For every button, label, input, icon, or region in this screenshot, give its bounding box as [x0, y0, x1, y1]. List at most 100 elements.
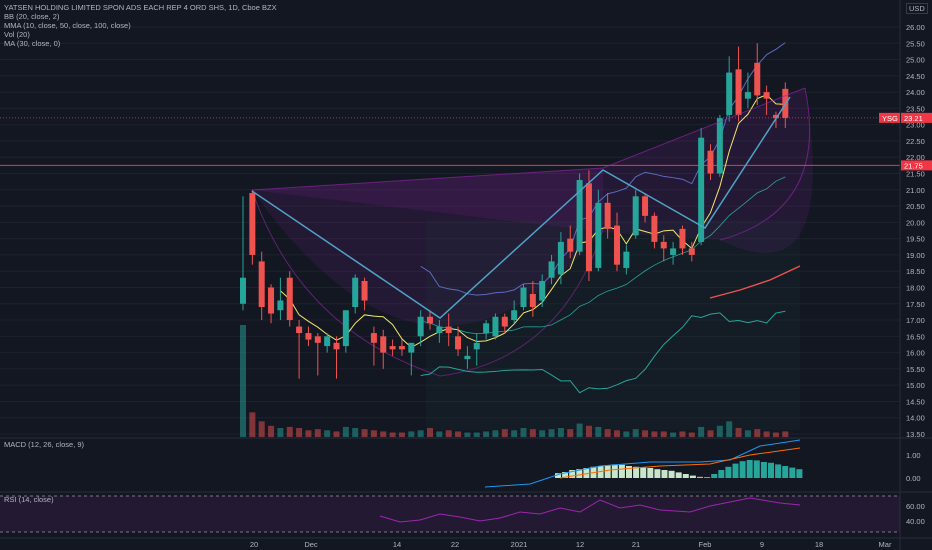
price-tick-label: 22.00	[906, 153, 925, 162]
price-axis[interactable]: 26.00 25.50 25.00 24.50 24.00 23.50 23.00 22.50…	[879, 0, 932, 550]
candle-body	[455, 336, 462, 350]
candle-body	[296, 326, 303, 334]
candle-body	[754, 62, 761, 96]
candle-body	[314, 336, 321, 343]
rsi-tick-label: 40.00	[906, 517, 925, 526]
macd-histogram-bar	[725, 466, 732, 478]
candle-body	[380, 336, 387, 353]
macd-histogram-bar	[782, 466, 789, 478]
price-tick-label: 21.50	[906, 170, 925, 179]
candle-body	[333, 342, 340, 350]
candle-body	[286, 277, 293, 321]
price-tick-label: 19.00	[906, 251, 925, 260]
volume-bar	[782, 431, 789, 437]
volume-bar	[492, 430, 499, 437]
long-moving-average-line	[709, 265, 801, 299]
volume-bar	[567, 429, 574, 437]
price-tick-label: 18.50	[906, 267, 925, 276]
volume-bar	[670, 432, 677, 437]
price-tick-label: 20.50	[906, 202, 925, 211]
time-tick-label: 18	[815, 540, 823, 549]
volume-bar	[501, 429, 508, 437]
macd-histogram-bar	[775, 464, 782, 478]
indicator-vol-label[interactable]: Vol (20)	[4, 30, 30, 39]
rsi-band	[0, 496, 900, 532]
macd-histogram-bar	[689, 475, 696, 478]
volume-bar	[576, 423, 583, 437]
handle-outline	[719, 87, 811, 241]
candle-body	[511, 310, 518, 321]
price-tick-label: 18.00	[906, 283, 925, 292]
macd-histogram-bar	[682, 474, 689, 478]
volume-bar	[473, 432, 480, 437]
rsi-title[interactable]: RSI (14, close)	[4, 495, 54, 504]
candle-body	[249, 193, 256, 255]
volume-bar	[370, 430, 377, 437]
price-tick-label: 19.50	[906, 235, 925, 244]
macd-histogram-bar	[640, 467, 647, 478]
candle-body	[576, 180, 583, 252]
candle-body	[604, 202, 611, 229]
macd-panel: 1.00 0.00	[0, 437, 932, 488]
macd-histogram-bar	[604, 465, 611, 478]
volume-bar	[286, 426, 293, 437]
volume-bar	[296, 428, 303, 437]
volume-bar	[651, 431, 658, 437]
price-tick-label: 22.50	[906, 137, 925, 146]
time-tick-label: Feb	[699, 540, 712, 549]
candle-body	[436, 326, 443, 334]
level-price-tag-bg	[901, 160, 932, 171]
rim-line	[251, 87, 806, 191]
volume-bar	[688, 432, 695, 437]
price-tick-label: 17.50	[906, 300, 925, 309]
candle-body	[772, 114, 779, 119]
volume-bar	[763, 431, 770, 437]
candle-body	[632, 196, 639, 236]
candle-body	[716, 118, 723, 174]
macd-title[interactable]: MACD (12, 26, close, 9)	[4, 440, 85, 449]
volume-bar	[249, 412, 256, 437]
indicator-bb-label[interactable]: BB (20, close, 2)	[4, 12, 60, 21]
level-price-tag: 21.75	[904, 161, 923, 170]
symbol-tag-bg	[879, 112, 900, 123]
volume-bar	[324, 430, 331, 437]
candle-body	[445, 326, 452, 334]
volume-bar	[361, 429, 368, 437]
time-axis[interactable]: 20 Dec 14 22 2021 12 21 Feb 9 18 Mar	[0, 537, 932, 549]
candle-body	[679, 228, 686, 249]
bb-basis-line	[420, 176, 786, 335]
indicator-mma-label[interactable]: MMA (10, close, 50, close, 100, close)	[4, 21, 131, 30]
volume-bar	[735, 428, 742, 437]
rsi-panel: 60.00 40.00	[0, 491, 932, 533]
macd-histogram-bar	[618, 464, 625, 478]
volume-bar	[539, 430, 546, 437]
cup-outline	[251, 189, 604, 377]
volume-bar	[436, 431, 443, 437]
volume-bar	[464, 432, 471, 437]
last-price-tag-bg	[901, 112, 932, 123]
candle-body	[361, 280, 368, 301]
time-tick-label: 9	[760, 540, 764, 549]
candle-body	[670, 248, 677, 255]
indicator-ma-label[interactable]: MA (30, close, 0)	[4, 39, 61, 48]
macd-histogram-bar	[768, 462, 774, 478]
macd-tick-label: 0.00	[906, 474, 921, 483]
macd-histogram-bar	[654, 469, 661, 478]
macd-histogram-bar	[626, 466, 632, 478]
cup-fill-right	[252, 88, 813, 254]
volume-bar	[660, 431, 667, 437]
volume-bar	[483, 431, 490, 437]
candle-body	[324, 336, 331, 347]
volume-bar	[408, 431, 415, 437]
rsi-tick-label: 60.00	[906, 502, 925, 511]
time-tick-label: Dec	[304, 540, 318, 549]
price-tick-label: 26.00	[906, 23, 925, 32]
volume-bar	[398, 432, 405, 437]
macd-histogram-bar	[583, 468, 590, 478]
candle-body	[408, 342, 415, 353]
time-tick-label: 20	[250, 540, 258, 549]
candle-body	[277, 300, 284, 311]
candle-body	[539, 280, 546, 301]
macd-histogram-bar	[647, 468, 654, 478]
